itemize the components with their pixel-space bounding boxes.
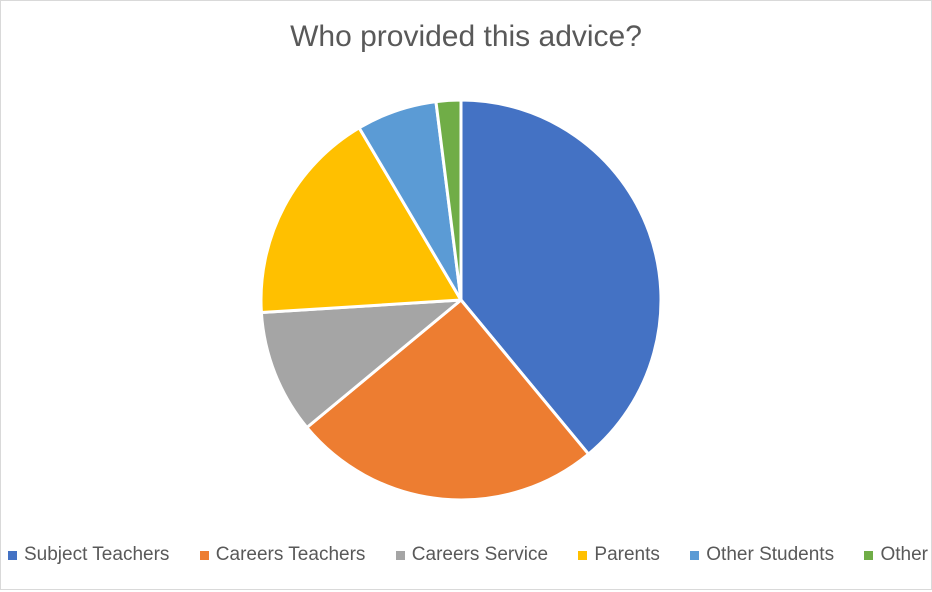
legend-swatch: [199, 550, 209, 560]
chart-title: Who provided this advice?: [290, 20, 642, 53]
legend-label: Parents: [594, 544, 660, 565]
pie-slice-careers-teachers: [305, 298, 590, 502]
pie-slice-parents: [259, 126, 463, 315]
pie-slice-careers-service: [259, 298, 463, 429]
legend-label: Other Students: [706, 544, 835, 565]
legend-label: Subject Teachers: [24, 544, 170, 565]
legend-swatch: [578, 550, 588, 560]
legend-swatch: [395, 550, 405, 560]
legend-item-parents: Parents: [578, 544, 660, 566]
pie-slice-subject-teachers: [459, 98, 663, 456]
legend-swatch: [8, 550, 17, 560]
legend-item-careers-service: Careers Service: [395, 544, 549, 566]
legend: Subject Teachers Careers Teachers Careers …: [8, 544, 928, 566]
legend-swatch: [690, 550, 700, 560]
pie-slice-other: [434, 98, 463, 302]
legend-label: Careers Teachers: [215, 544, 366, 565]
legend-item-other-students: Other Students: [690, 544, 834, 566]
legend-item-subject-teachers: Subject Teachers: [8, 544, 169, 566]
legend-label: Careers Service: [411, 544, 549, 565]
legend-item-careers-teachers: Careers Teachers: [199, 544, 366, 566]
legend-item-other: Other: [864, 544, 928, 566]
legend-label: Other: [880, 544, 928, 565]
legend-swatch: [864, 550, 874, 560]
